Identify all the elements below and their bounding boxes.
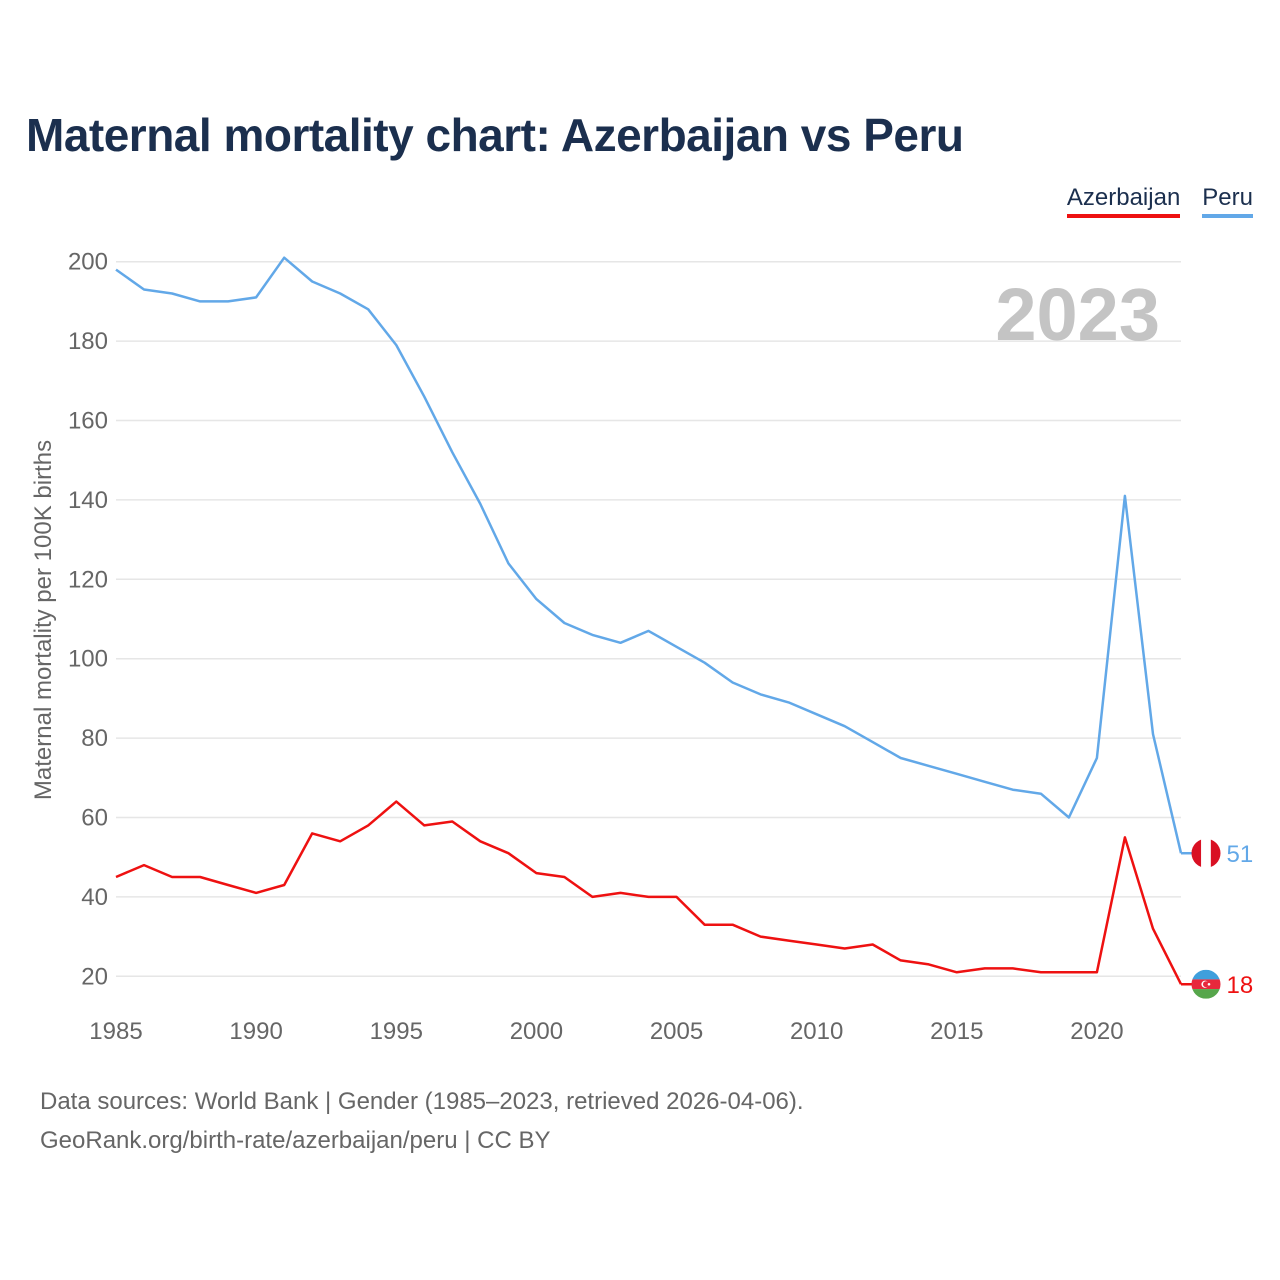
peru-flag-icon [1191, 838, 1221, 868]
x-tick-label: 2005 [650, 1018, 703, 1045]
end-value-label-azerbaijan: 18 [1227, 972, 1254, 999]
legend-item-azerbaijan[interactable]: Azerbaijan [1066, 184, 1181, 218]
gridlines [116, 260, 1181, 978]
y-tick-label: 100 [68, 646, 108, 673]
y-tick-label: 40 [81, 884, 108, 911]
y-tick-label: 20 [81, 963, 108, 990]
y-tick-label: 80 [81, 725, 108, 752]
y-axis-ticks: 20 40 60 80 100 120 140 160 180 200 [68, 249, 108, 991]
x-tick-label: 2015 [930, 1018, 983, 1045]
data-source-note: Data sources: World Bank | Gender (1985–… [40, 1088, 804, 1115]
y-tick-label: 200 [68, 249, 108, 276]
y-tick-label: 180 [68, 328, 108, 355]
y-tick-label: 60 [81, 805, 108, 832]
legend-item-peru[interactable]: Peru [1202, 184, 1253, 218]
year-watermark: 2023 [995, 273, 1160, 356]
chart-title: Maternal mortality chart: Azerbaijan vs … [26, 109, 964, 161]
end-value-label-peru: 51 [1227, 841, 1254, 868]
legend: Azerbaijan Peru [1066, 184, 1253, 218]
y-tick-label: 120 [68, 566, 108, 593]
y-tick-label: 160 [68, 408, 108, 435]
series-line-peru[interactable] [115, 256, 1183, 854]
x-axis-ticks: 1985 1990 1995 2000 2005 2010 2015 2020 [89, 1018, 1123, 1045]
series-lines [115, 256, 1183, 985]
source-url[interactable]: GeoRank.org/birth-rate/azerbaijan/peru |… [40, 1127, 551, 1154]
x-tick-label: 2000 [510, 1018, 563, 1045]
x-tick-label: 1985 [89, 1018, 142, 1045]
end-markers: 51 18 [1181, 838, 1254, 999]
x-tick-label: 2020 [1070, 1018, 1123, 1045]
x-tick-label: 1995 [370, 1018, 423, 1045]
x-tick-label: 1990 [229, 1018, 282, 1045]
series-line-azerbaijan[interactable] [115, 800, 1183, 985]
azerbaijan-flag-icon [1191, 969, 1221, 999]
y-tick-label: 140 [68, 487, 108, 514]
y-axis-label: Maternal mortality per 100K births [30, 440, 57, 800]
x-tick-label: 2010 [790, 1018, 843, 1045]
